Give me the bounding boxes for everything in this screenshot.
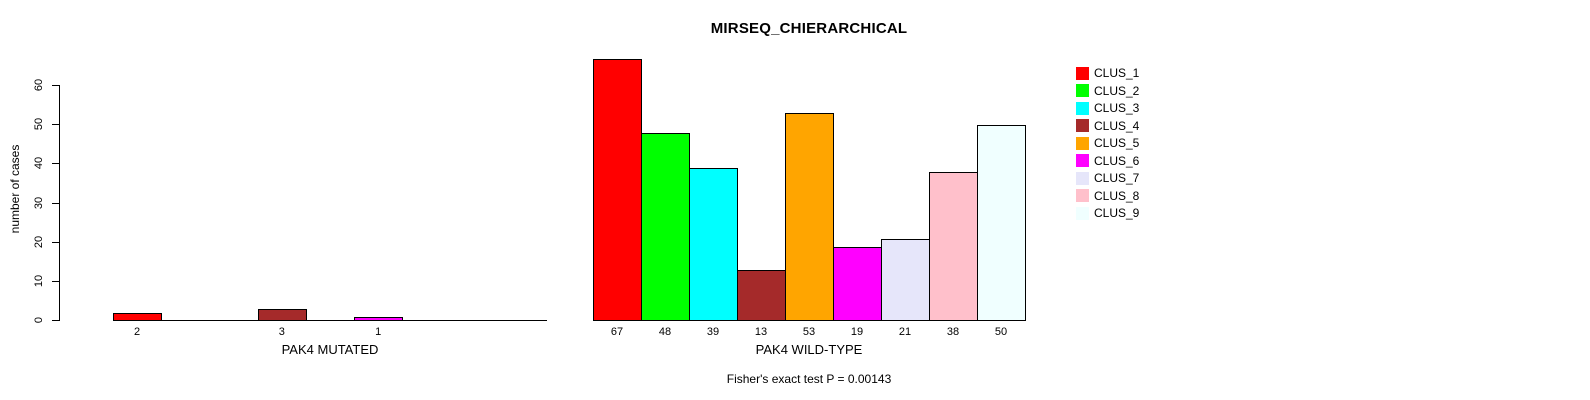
y-tick-label: 60 <box>33 78 45 92</box>
bar-value-label-mutated: 2 <box>134 326 141 338</box>
bar-clus_4-wild-type <box>737 270 786 321</box>
bar-value-label-wild-type: 21 <box>898 326 912 338</box>
legend-swatch-clus_8 <box>1076 189 1089 202</box>
legend-label: CLUS_1 <box>1094 66 1140 80</box>
legend-item-clus_6: CLUS_6 <box>1076 153 1139 169</box>
legend-item-clus_1: CLUS_1 <box>1076 65 1139 81</box>
legend-label: CLUS_2 <box>1094 83 1140 98</box>
x-axis-line-mutated <box>113 320 547 321</box>
bar-clus_9-wild-type <box>977 125 1026 321</box>
y-tick-mark <box>52 85 59 86</box>
y-tick-mark <box>52 163 59 165</box>
bar-value-label-wild-type: 67 <box>610 326 624 338</box>
bar-clus_3-wild-type <box>689 168 738 321</box>
bar-value-label-mutated: 3 <box>278 326 285 338</box>
y-axis-label: number of cases <box>8 144 22 234</box>
y-tick-label: 40 <box>33 157 45 170</box>
legend-label: CLUS_4 <box>1094 118 1140 133</box>
legend-item-clus_8: CLUS_8 <box>1076 188 1139 204</box>
legend-label: CLUS_5 <box>1094 136 1140 150</box>
y-tick-label: 20 <box>33 235 45 248</box>
legend-swatch-clus_6 <box>1076 154 1089 167</box>
y-tick-label: 10 <box>33 274 45 287</box>
chart-title: MIRSEQ_CHIERARCHICAL <box>710 20 908 37</box>
legend-item-clus_5: CLUS_5 <box>1076 135 1139 151</box>
x-axis-label-wild-type: PAK4 WILD-TYPE <box>755 342 863 357</box>
bar-value-label-wild-type: 19 <box>850 326 864 338</box>
y-tick-label: 30 <box>33 196 45 209</box>
bar-value-label-wild-type: 48 <box>658 326 672 338</box>
legend-item-clus_7: CLUS_7 <box>1076 170 1139 186</box>
y-tick-mark <box>52 320 59 321</box>
y-tick-label: 50 <box>33 118 45 131</box>
legend-swatch-clus_3 <box>1076 101 1089 115</box>
bar-value-label-wild-type: 38 <box>946 326 960 338</box>
bar-clus_4-mutated <box>258 309 307 321</box>
bar-value-label-wild-type: 50 <box>994 326 1008 338</box>
legend-label: CLUS_6 <box>1094 153 1140 168</box>
legend-swatch-clus_4 <box>1076 119 1089 132</box>
bar-clus_8-wild-type <box>929 172 978 321</box>
legend-label: CLUS_3 <box>1094 101 1140 115</box>
bar-value-label-wild-type: 53 <box>802 326 816 338</box>
legend-item-clus_4: CLUS_4 <box>1076 118 1139 134</box>
bar-clus_7-wild-type <box>881 239 930 321</box>
bar-clus_6-mutated <box>354 317 403 321</box>
legend-swatch-clus_7 <box>1076 171 1089 185</box>
legend-item-clus_3: CLUS_3 <box>1076 100 1139 116</box>
bar-clus_1-mutated <box>113 313 162 321</box>
y-tick-mark <box>52 241 59 243</box>
bar-clus_1-wild-type <box>593 59 642 321</box>
bar-clus_6-wild-type <box>833 247 882 321</box>
legend-swatch-clus_1 <box>1076 66 1089 80</box>
y-axis-line <box>59 85 60 321</box>
bar-value-label-mutated: 1 <box>375 326 382 338</box>
legend-label: CLUS_7 <box>1094 171 1140 185</box>
y-tick-mark <box>52 124 59 126</box>
bar-clus_5-wild-type <box>785 113 834 321</box>
legend-item-clus_2: CLUS_2 <box>1076 83 1139 99</box>
y-tick-label: 0 <box>33 316 45 324</box>
bar-value-label-wild-type: 39 <box>706 326 720 338</box>
fisher-test-annotation: Fisher's exact test P = 0.00143 <box>726 372 892 386</box>
y-tick-mark <box>52 202 59 204</box>
bar-value-label-wild-type: 13 <box>754 326 768 338</box>
legend-swatch-clus_9 <box>1076 206 1089 220</box>
legend-swatch-clus_5 <box>1076 136 1089 150</box>
bar-clus_2-wild-type <box>641 133 690 321</box>
legend-item-clus_9: CLUS_9 <box>1076 205 1139 221</box>
legend-label: CLUS_9 <box>1094 206 1140 220</box>
x-axis-label-mutated: PAK4 MUTATED <box>281 342 379 357</box>
legend-label: CLUS_8 <box>1094 188 1140 203</box>
legend-swatch-clus_2 <box>1076 84 1089 97</box>
y-tick-mark <box>52 280 59 282</box>
